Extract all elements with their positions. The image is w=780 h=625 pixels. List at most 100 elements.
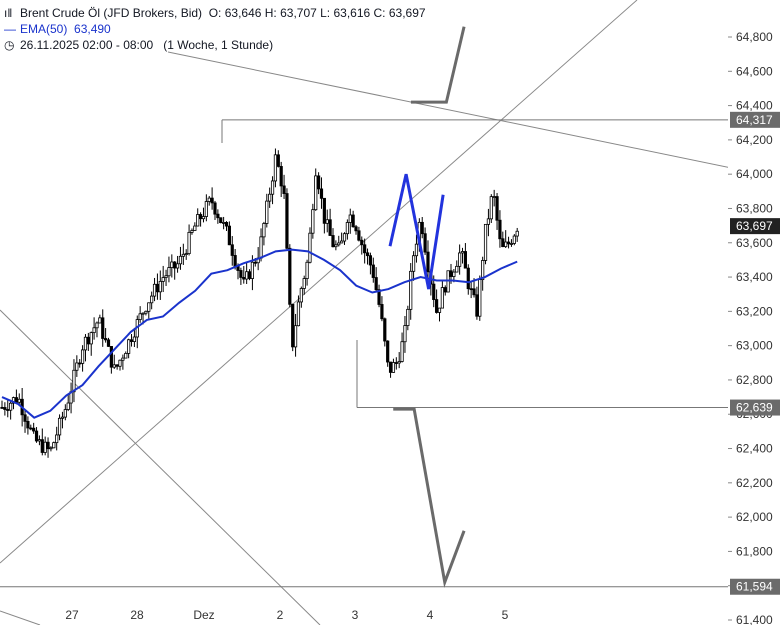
candle-body — [386, 340, 390, 363]
candle-body — [3, 407, 7, 410]
rising-trendline — [0, 0, 638, 564]
candle-body — [262, 223, 266, 238]
candle-body — [406, 308, 410, 326]
candle-body — [109, 346, 113, 368]
candle-body — [57, 417, 62, 436]
candle-body — [222, 222, 226, 224]
candle-body — [98, 317, 102, 324]
candle-body — [340, 240, 344, 244]
candle-body — [273, 154, 278, 182]
candle-body — [75, 362, 79, 371]
y-tick-label: 62,200 — [736, 476, 773, 490]
y-tick-label: 64,200 — [736, 133, 773, 147]
candle-body — [43, 441, 47, 453]
candle-body — [201, 216, 206, 220]
y-tick-label: 61,800 — [736, 544, 773, 558]
y-tick-label: 62,000 — [736, 510, 773, 524]
candle-body — [466, 267, 470, 290]
candle-body — [239, 270, 243, 278]
candle-body — [95, 322, 99, 329]
candle-body — [207, 197, 211, 202]
candle-body — [420, 221, 424, 235]
candle-body — [132, 336, 136, 342]
y-tick-label: 64,800 — [736, 30, 773, 44]
candle-body — [334, 244, 338, 248]
candle-body — [348, 214, 352, 223]
candle-body — [325, 219, 329, 224]
candle-body — [173, 261, 177, 269]
candle-body — [371, 264, 375, 278]
candle-body — [83, 336, 88, 351]
candle-body — [440, 287, 444, 309]
candle-body — [265, 200, 269, 224]
x-tick-label: 3 — [352, 608, 359, 622]
candle-body — [512, 235, 516, 244]
candle-body — [187, 231, 191, 255]
resistance-trendline — [167, 51, 780, 179]
candle-body — [311, 209, 315, 234]
candle-body — [291, 303, 295, 348]
candle-body — [377, 289, 381, 305]
candle-body — [92, 327, 96, 334]
scenario-down-path — [393, 407, 466, 588]
candle-body — [219, 217, 223, 224]
candle-body — [504, 241, 508, 248]
candle-body — [455, 265, 459, 273]
price-axis — [728, 0, 780, 625]
candle-body — [121, 357, 125, 361]
candle-body — [492, 196, 496, 198]
candle-body — [342, 233, 347, 242]
candle-body — [164, 275, 168, 278]
candle-body — [268, 193, 272, 202]
candle-body — [112, 364, 116, 368]
candle-body — [196, 214, 200, 227]
y-tick-label: 62,400 — [736, 442, 773, 456]
candle-body — [52, 442, 56, 449]
candle-body — [178, 255, 183, 265]
candle-body — [72, 369, 76, 393]
candle-body — [394, 362, 398, 364]
candle-body — [383, 318, 387, 342]
candle-body — [351, 214, 355, 228]
candle-body — [170, 261, 174, 268]
candle-body — [6, 409, 10, 411]
candle-body — [486, 218, 491, 225]
candle-body — [17, 398, 21, 403]
candle-body — [282, 185, 286, 194]
level-label: 62,639 — [736, 401, 773, 415]
candle-body — [322, 197, 326, 224]
candle-body — [213, 202, 217, 215]
x-tick-label: 28 — [130, 608, 144, 622]
candle-body — [127, 339, 131, 354]
candle-body — [501, 238, 505, 248]
candle-body — [34, 430, 39, 442]
candle-body — [167, 267, 171, 277]
candle-body — [224, 222, 229, 227]
candle-body — [443, 287, 447, 293]
x-tick-label: 2 — [277, 608, 284, 622]
x-tick-label: 5 — [502, 608, 509, 622]
candle-body — [216, 213, 220, 219]
candle-body — [328, 219, 332, 236]
candle-body — [506, 241, 511, 245]
candle-body — [498, 219, 502, 240]
candle-body — [181, 253, 185, 257]
candle-body — [247, 271, 252, 279]
scenario-up-path — [388, 173, 445, 290]
candle-body — [293, 325, 298, 348]
candle-body — [101, 317, 105, 339]
candle-body — [104, 338, 108, 341]
y-tick-label: 64,600 — [736, 64, 773, 78]
x-tick-label: 27 — [65, 608, 79, 622]
candle-body — [86, 336, 90, 345]
y-tick-label: 63,800 — [736, 201, 773, 215]
candle-body — [409, 270, 413, 310]
candle-body — [337, 242, 341, 246]
candle-body — [317, 175, 321, 190]
candle-body — [380, 304, 384, 320]
candle-body — [144, 310, 148, 314]
candle-body — [400, 341, 404, 362]
level-label-bg — [730, 578, 780, 595]
